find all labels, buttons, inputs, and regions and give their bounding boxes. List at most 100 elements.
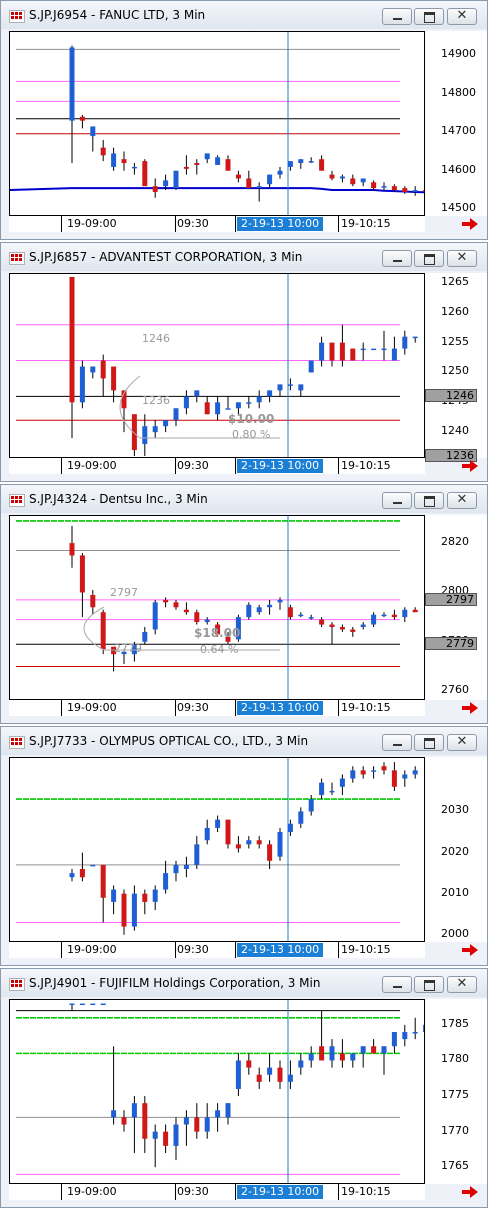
candle-body xyxy=(402,336,408,349)
candle-body xyxy=(194,390,200,397)
maximize-button[interactable] xyxy=(414,250,444,267)
candle-9 xyxy=(152,1124,158,1168)
candle-12 xyxy=(183,1110,189,1146)
close-button[interactable]: ✕ xyxy=(447,8,477,25)
title-bar[interactable]: S.JP.J6954 - FANUC LTD, 3 Min ✕ xyxy=(1,1,487,29)
price-level-marker: 1236 xyxy=(425,449,477,463)
minimize-button[interactable] xyxy=(382,976,412,993)
candle-body xyxy=(173,602,179,608)
maximize-button[interactable] xyxy=(414,976,444,993)
candle-body xyxy=(308,617,314,619)
scroll-right-arrow-icon[interactable] xyxy=(461,216,479,230)
candle-body xyxy=(69,873,75,878)
candlestick-chart xyxy=(16,516,418,699)
candle-3 xyxy=(90,126,96,152)
candle-body xyxy=(100,147,106,156)
price-axis[interactable]: 12651260125512501245124012461236 xyxy=(425,273,487,463)
maximize-button[interactable] xyxy=(414,734,444,751)
price-axis[interactable]: 2030 2020 2010 2000 xyxy=(425,757,487,942)
scroll-right-arrow-icon[interactable] xyxy=(461,700,479,714)
measure-percent-label: 0.80 % xyxy=(232,428,271,441)
candle-body xyxy=(111,889,117,902)
price-plot[interactable] xyxy=(9,999,425,1184)
candle-30 xyxy=(371,1039,377,1054)
candle-body xyxy=(194,844,200,865)
price-tick-label: 2760 xyxy=(441,683,469,697)
candle-32 xyxy=(391,762,397,791)
price-axis[interactable]: 282028002780276027972779 xyxy=(425,515,487,700)
scroll-right-arrow-icon[interactable] xyxy=(461,1184,479,1198)
candle-31 xyxy=(381,330,387,361)
time-label-start: 19-09:00 xyxy=(67,943,117,956)
price-plot[interactable] xyxy=(9,757,425,942)
title-bar[interactable]: S.JP.J4324 - Dentsu Inc., 3 Min ✕ xyxy=(1,485,487,513)
title-bar[interactable]: S.JP.J6857 - ADVANTEST CORPORATION, 3 Mi… xyxy=(1,243,487,271)
maximize-button[interactable] xyxy=(414,8,444,25)
time-axis[interactable]: 19-09:00 09:30 2-19-13 10:00 19-10:15 xyxy=(9,942,425,958)
candle-body xyxy=(412,770,418,775)
chart-window-1[interactable]: S.JP.J6954 - FANUC LTD, 3 Min ✕ 14900 14800… xyxy=(0,0,488,240)
candle-body xyxy=(69,1003,75,1006)
title-bar[interactable]: S.JP.J7733 - OLYMPUS OPTICAL CO., LTD., … xyxy=(1,727,487,755)
candle-body xyxy=(111,366,117,391)
candle-body xyxy=(131,166,137,169)
candle-5 xyxy=(111,1046,117,1125)
close-icon: ✕ xyxy=(456,734,468,749)
candle-27 xyxy=(339,1039,345,1068)
candle-1 xyxy=(69,45,75,164)
minimize-button[interactable] xyxy=(382,492,412,509)
candle-body xyxy=(215,157,221,165)
close-button[interactable]: ✕ xyxy=(447,250,477,267)
candle-25 xyxy=(319,336,325,367)
price-plot[interactable]: 1246 1236 $10.00 0.80 % xyxy=(9,273,425,458)
candle-1 xyxy=(69,1003,75,1011)
chart-window-3[interactable]: S.JP.J4324 - Dentsu Inc., 3 Min ✕ 2797 2779… xyxy=(0,484,488,724)
candle-4 xyxy=(100,864,106,923)
time-axis[interactable]: 19-09:00 09:30 2-19-13 10:00 19-10:15 xyxy=(9,700,425,716)
time-label-start: 19-09:00 xyxy=(67,459,117,472)
candle-28 xyxy=(350,348,356,361)
candle-25 xyxy=(319,155,325,171)
price-plot[interactable]: 2797 2779 $18.00 0.64 % xyxy=(9,515,425,700)
candle-body xyxy=(152,602,158,630)
scroll-right-arrow-icon[interactable] xyxy=(461,458,479,472)
price-tick-label: 14700 xyxy=(441,124,476,138)
candle-body xyxy=(412,190,418,192)
candle-body xyxy=(267,390,273,397)
price-axis[interactable]: 1785 1780 1775 1770 1765 xyxy=(425,999,487,1184)
price-tick-label: 1250 xyxy=(441,364,469,378)
candle-body xyxy=(173,408,179,421)
candle-9 xyxy=(152,599,158,635)
chart-window-2[interactable]: S.JP.J6857 - ADVANTEST CORPORATION, 3 Mi… xyxy=(0,242,488,482)
close-button[interactable]: ✕ xyxy=(447,734,477,751)
time-axis-separator xyxy=(235,700,236,716)
candle-13 xyxy=(194,836,200,869)
candle-body xyxy=(215,624,221,635)
chart-window-5[interactable]: S.JP.J4901 - FUJIFILM Holdings Corporati… xyxy=(0,968,488,1208)
time-axis[interactable]: 19-09:00 09:30 2-19-13 10:00 19-10:15 xyxy=(9,1184,425,1200)
window-title: S.JP.J6857 - ADVANTEST CORPORATION, 3 Mi… xyxy=(29,250,303,264)
price-tick-label: 14500 xyxy=(441,201,476,215)
candle-23 xyxy=(298,159,304,169)
minimize-button[interactable] xyxy=(382,8,412,25)
price-axis[interactable]: 14900 14800 14700 14600 14500 xyxy=(425,31,487,216)
price-plot[interactable] xyxy=(9,31,425,216)
candle-18 xyxy=(246,836,252,849)
candle-body xyxy=(402,774,408,779)
chart-app-icon xyxy=(9,736,25,749)
scroll-right-arrow-icon[interactable] xyxy=(461,942,479,956)
close-button[interactable]: ✕ xyxy=(447,492,477,509)
close-button[interactable]: ✕ xyxy=(447,976,477,993)
candle-body xyxy=(204,827,210,841)
candle-21 xyxy=(277,597,283,610)
title-bar[interactable]: S.JP.J4901 - FUJIFILM Holdings Corporati… xyxy=(1,969,487,997)
minimize-button[interactable] xyxy=(382,250,412,267)
candle-1 xyxy=(69,525,75,568)
time-axis[interactable]: 19-09:00 09:30 2-19-13 10:00 19-10:15 xyxy=(9,216,425,232)
candle-34 xyxy=(412,766,418,779)
maximize-button[interactable] xyxy=(414,492,444,509)
candle-body xyxy=(246,1060,252,1068)
chart-window-4[interactable]: S.JP.J7733 - OLYMPUS OPTICAL CO., LTD., … xyxy=(0,726,488,966)
minimize-button[interactable] xyxy=(382,734,412,751)
time-axis[interactable]: 19-09:00 09:30 2-19-13 10:00 19-10:15 xyxy=(9,458,425,474)
